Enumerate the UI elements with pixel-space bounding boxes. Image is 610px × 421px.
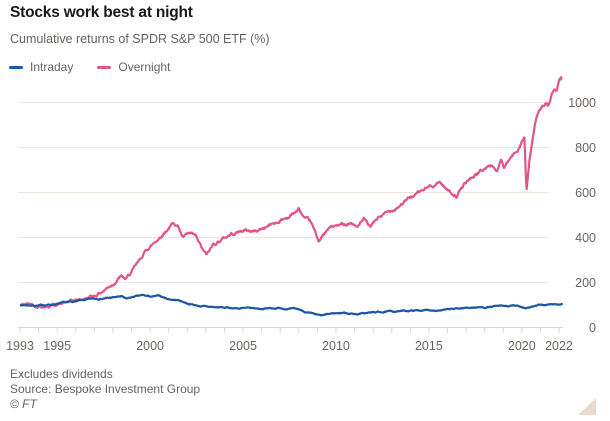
x-axis-tick-label: 1993 — [6, 339, 34, 353]
x-axis-tick-label: 2020 — [508, 339, 536, 353]
x-axis-tick-label: 2005 — [229, 339, 257, 353]
legend-label-intraday: Intraday — [30, 60, 74, 74]
x-axis-tick-label: 2022 — [545, 339, 573, 353]
chart-title: Stocks work best at night — [10, 4, 193, 21]
chart-copyright: © FT — [10, 397, 37, 411]
legend: Intraday Overnight — [9, 60, 170, 74]
y-axis-tick-label: 1000 — [568, 96, 596, 110]
resize-handle-icon[interactable] — [578, 398, 596, 415]
chart-subtitle: Cumulative returns of SPDR S&P 500 ETF (… — [10, 32, 270, 46]
x-axis-tick-label: 2000 — [136, 339, 164, 353]
intraday-line — [19, 293, 563, 317]
chart-note: Excludes dividends — [10, 367, 113, 381]
x-axis-tick-label: 1995 — [43, 339, 71, 353]
overnight-line — [19, 76, 563, 309]
overnight-swatch-icon — [97, 65, 112, 69]
intraday-swatch-icon — [9, 65, 23, 69]
y-axis-tick-label: 800 — [575, 141, 596, 155]
y-axis-tick-label: 400 — [575, 231, 596, 245]
x-axis-tick-label: 2010 — [322, 339, 350, 353]
legend-item-overnight[interactable]: Overnight — [97, 60, 170, 74]
y-axis-tick-label: 200 — [575, 276, 596, 290]
y-axis-tick-label: 600 — [575, 186, 596, 200]
x-axis-tick-label: 2015 — [415, 339, 443, 353]
y-axis-tick-label: 0 — [589, 321, 596, 335]
chart-footer: Excludes dividends Source: Bespoke Inves… — [10, 367, 200, 412]
legend-item-intraday[interactable]: Intraday — [9, 60, 73, 74]
legend-label-overnight: Overnight — [118, 60, 171, 74]
chart-source: Source: Bespoke Investment Group — [10, 382, 201, 396]
